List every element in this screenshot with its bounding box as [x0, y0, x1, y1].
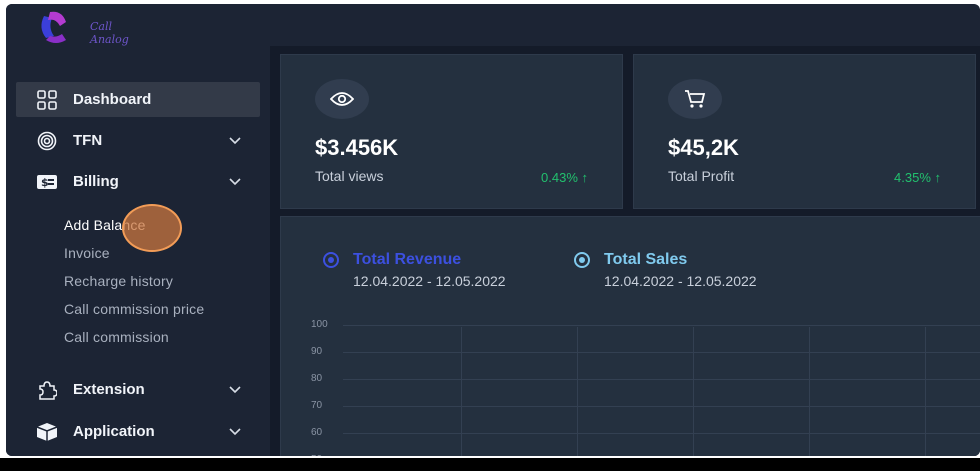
target-icon: [36, 131, 58, 151]
stat-card-views: $3.456K Total views 0.43% ↑: [280, 54, 623, 209]
box-icon: [36, 422, 58, 442]
sidebar-item-extension[interactable]: Extension: [16, 372, 260, 407]
brand-logo[interactable]: Call Analog: [36, 8, 129, 48]
chevron-down-icon[interactable]: [228, 424, 242, 438]
grid-line: [343, 379, 980, 380]
submenu-call-commission[interactable]: Call commission: [64, 329, 169, 345]
logo-icon: [41, 11, 66, 43]
stat-label: Total Profit: [668, 168, 735, 184]
main-content: $3.456K Total views 0.43% ↑ $45,2K Total…: [270, 46, 980, 456]
sidebar-item-tfn[interactable]: TFN: [16, 123, 260, 158]
stat-change: 0.43% ↑: [541, 170, 588, 185]
brand-name: Call Analog: [90, 20, 129, 46]
money-icon: $: [36, 172, 58, 192]
sidebar: Call Analog Dashboard TFN $ Billing Add …: [6, 4, 268, 456]
submenu-call-commission-price[interactable]: Call commission price: [64, 301, 205, 317]
legend-range: 12.04.2022 - 12.05.2022: [353, 273, 506, 289]
legend-total-sales[interactable]: Total Sales 12.04.2022 - 12.05.2022: [574, 251, 757, 289]
grid-line: [343, 352, 980, 353]
svg-text:$: $: [41, 176, 49, 189]
y-tick: 70: [311, 400, 323, 411]
grid-line: [343, 406, 980, 407]
bottom-bar: [0, 458, 980, 471]
grid-line: [577, 327, 578, 456]
grid-line: [809, 327, 810, 456]
sidebar-item-dashboard[interactable]: Dashboard: [16, 82, 260, 117]
stat-value: $3.456K: [315, 135, 399, 160]
stat-value: $45,2K: [668, 135, 739, 160]
chevron-down-icon[interactable]: [228, 382, 242, 396]
revenue-chart-card: Total Revenue 12.04.2022 - 12.05.2022 To…: [280, 216, 980, 456]
y-tick: 60: [311, 427, 323, 438]
submenu-invoice[interactable]: Invoice: [64, 245, 110, 261]
y-tick: 80: [311, 373, 323, 384]
sidebar-item-label: Application: [73, 423, 155, 440]
y-tick: 50: [311, 454, 322, 456]
radio-dot-icon: [323, 252, 339, 268]
radio-dot-icon: [574, 252, 590, 268]
stat-card-profit: $45,2K Total Profit 4.35% ↑: [633, 54, 976, 209]
grid-line: [461, 327, 462, 456]
grid-icon: [36, 89, 58, 110]
eye-icon: [315, 79, 369, 119]
sidebar-item-application[interactable]: Application: [16, 414, 260, 449]
legend-total-revenue[interactable]: Total Revenue 12.04.2022 - 12.05.2022: [323, 251, 506, 289]
grid-line: [343, 433, 980, 434]
sidebar-item-label: Dashboard: [73, 91, 152, 108]
submenu-recharge-history[interactable]: Recharge history: [64, 273, 174, 289]
sidebar-item-label: Extension: [73, 381, 145, 398]
stat-label: Total views: [315, 168, 384, 184]
y-tick: 90: [311, 346, 323, 357]
legend-range: 12.04.2022 - 12.05.2022: [604, 273, 757, 289]
cursor-highlight: [122, 204, 182, 252]
grid-line: [693, 327, 694, 456]
chevron-down-icon[interactable]: [228, 133, 242, 147]
y-tick: 100: [311, 319, 328, 330]
legend-name: Total Revenue: [353, 251, 462, 268]
sidebar-item-billing[interactable]: $ Billing: [16, 164, 260, 199]
grid-line: [925, 327, 926, 456]
legend-name: Total Sales: [604, 251, 688, 268]
grid-line: [343, 325, 980, 326]
cart-icon: [668, 79, 722, 119]
puzzle-icon: [36, 380, 58, 400]
stat-change: 4.35% ↑: [894, 170, 941, 185]
chevron-down-icon[interactable]: [228, 174, 242, 188]
app-window: Call Analog Dashboard TFN $ Billing Add …: [6, 4, 980, 456]
sidebar-item-label: TFN: [73, 132, 103, 149]
sidebar-item-label: Billing: [73, 173, 119, 190]
